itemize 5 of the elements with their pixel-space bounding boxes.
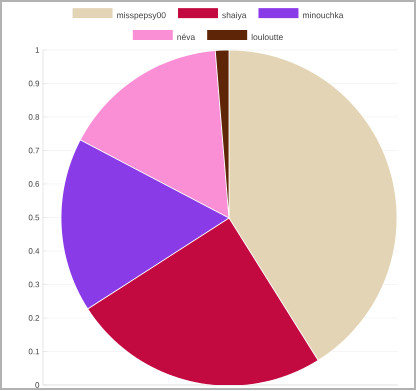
legend-label: shaiya [222,12,246,20]
legend-label: néva [177,34,196,40]
legend-label: louloutte [252,34,283,40]
legend-label: misspepsy00 [117,12,166,20]
legend-label: minouchka [303,12,344,18]
